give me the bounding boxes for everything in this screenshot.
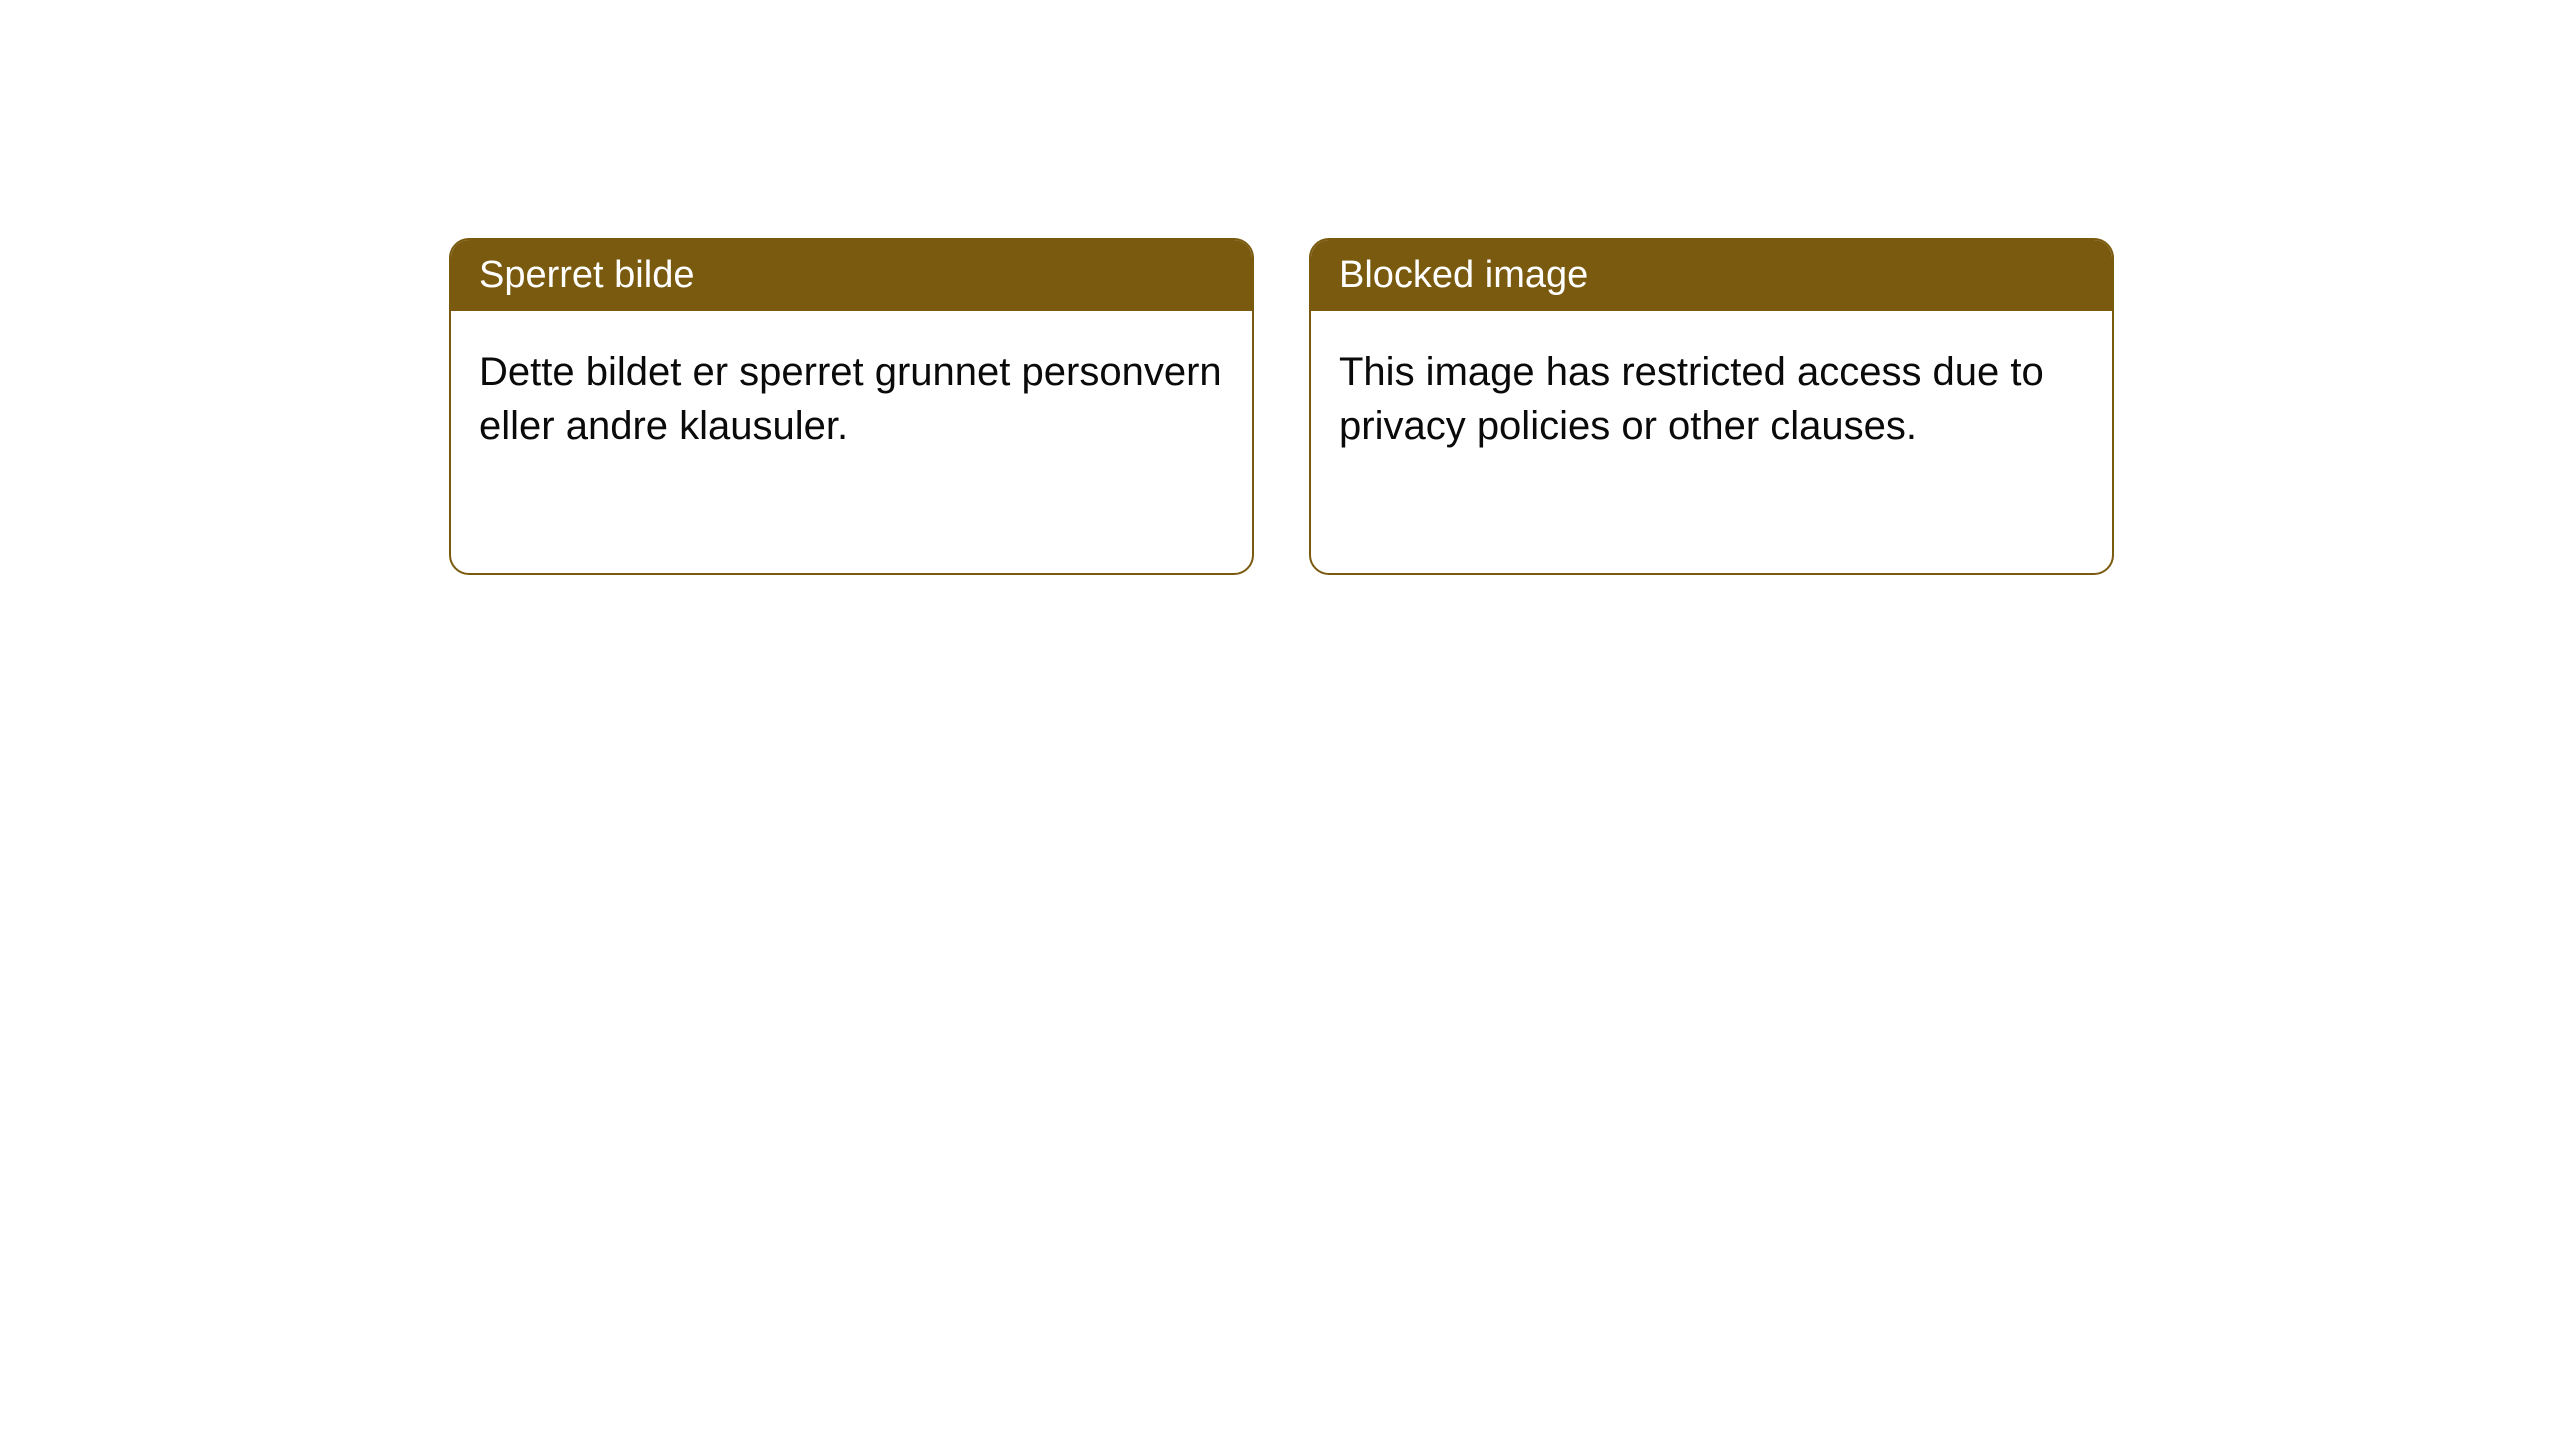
notice-container: Sperret bilde Dette bildet er sperret gr… bbox=[449, 238, 2114, 575]
notice-body-en: This image has restricted access due to … bbox=[1311, 311, 2112, 573]
notice-body-no: Dette bildet er sperret grunnet personve… bbox=[451, 311, 1252, 573]
notice-header-en: Blocked image bbox=[1311, 240, 2112, 311]
notice-text-no: Dette bildet er sperret grunnet personve… bbox=[479, 350, 1222, 448]
notice-title-no: Sperret bilde bbox=[479, 254, 694, 296]
notice-card-en: Blocked image This image has restricted … bbox=[1309, 238, 2114, 575]
notice-card-no: Sperret bilde Dette bildet er sperret gr… bbox=[449, 238, 1254, 575]
notice-header-no: Sperret bilde bbox=[451, 240, 1252, 311]
notice-text-en: This image has restricted access due to … bbox=[1339, 350, 2044, 448]
notice-title-en: Blocked image bbox=[1339, 254, 1588, 296]
